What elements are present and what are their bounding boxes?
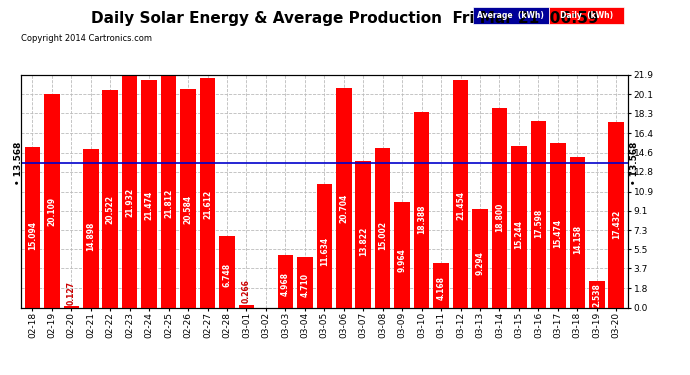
Text: 2.538: 2.538 [592,284,601,307]
Bar [375,148,391,308]
Text: 21.932: 21.932 [125,188,134,217]
Bar [414,112,429,308]
Bar [219,236,235,308]
Text: 18.800: 18.800 [495,203,504,232]
Bar [355,161,371,308]
Text: 21.812: 21.812 [164,189,173,218]
Bar [122,75,137,308]
Bar [44,94,59,308]
Text: 15.002: 15.002 [378,221,387,251]
Text: Average  (kWh): Average (kWh) [477,12,544,20]
Text: • 13.568: • 13.568 [630,142,639,185]
Text: 15.474: 15.474 [553,219,562,248]
Bar [336,88,351,308]
Text: 13.822: 13.822 [359,227,368,256]
Bar [297,258,313,307]
Text: 0.127: 0.127 [67,280,76,304]
Bar [609,122,624,308]
Bar [531,121,546,308]
Text: 14.158: 14.158 [573,225,582,254]
Bar [453,80,469,308]
Bar [141,80,157,308]
Text: 20.109: 20.109 [48,197,57,226]
Bar [161,76,177,307]
Text: Daily  (kWh): Daily (kWh) [560,12,613,20]
Text: 11.634: 11.634 [319,237,329,267]
Bar [25,147,40,308]
Text: 4.168: 4.168 [437,276,446,300]
Text: 21.454: 21.454 [456,190,465,219]
Text: 20.522: 20.522 [106,195,115,224]
Text: 14.898: 14.898 [86,222,95,251]
Text: 17.432: 17.432 [612,210,621,239]
Bar [83,149,99,308]
Bar [492,108,507,308]
Text: 20.584: 20.584 [184,195,193,224]
Text: 4.710: 4.710 [300,273,309,297]
Bar [511,146,526,308]
Text: 0.266: 0.266 [242,279,251,303]
Bar [472,209,488,308]
Bar [589,280,604,308]
Text: 9.294: 9.294 [475,251,484,275]
Bar [433,263,449,308]
Bar [277,255,293,308]
Bar [102,90,118,308]
Text: 15.244: 15.244 [515,220,524,249]
Text: • 13.568: • 13.568 [14,142,23,185]
Bar [569,157,585,308]
Text: 9.964: 9.964 [397,248,406,272]
Text: 21.474: 21.474 [145,190,154,219]
Text: 20.704: 20.704 [339,194,348,223]
Bar [317,184,332,308]
Bar [239,304,254,307]
Bar [550,143,566,308]
Text: 17.598: 17.598 [534,209,543,238]
Text: Copyright 2014 Cartronics.com: Copyright 2014 Cartronics.com [21,34,152,43]
Text: 18.388: 18.388 [417,205,426,234]
Text: 21.612: 21.612 [203,190,212,219]
Bar [63,306,79,308]
Text: 4.968: 4.968 [281,272,290,296]
Text: 15.094: 15.094 [28,221,37,250]
Bar [395,202,410,308]
Bar [180,89,196,308]
Bar [199,78,215,308]
Text: 6.748: 6.748 [222,263,231,287]
Text: Daily Solar Energy & Average Production  Fri Mar 21  06:59: Daily Solar Energy & Average Production … [91,11,599,26]
